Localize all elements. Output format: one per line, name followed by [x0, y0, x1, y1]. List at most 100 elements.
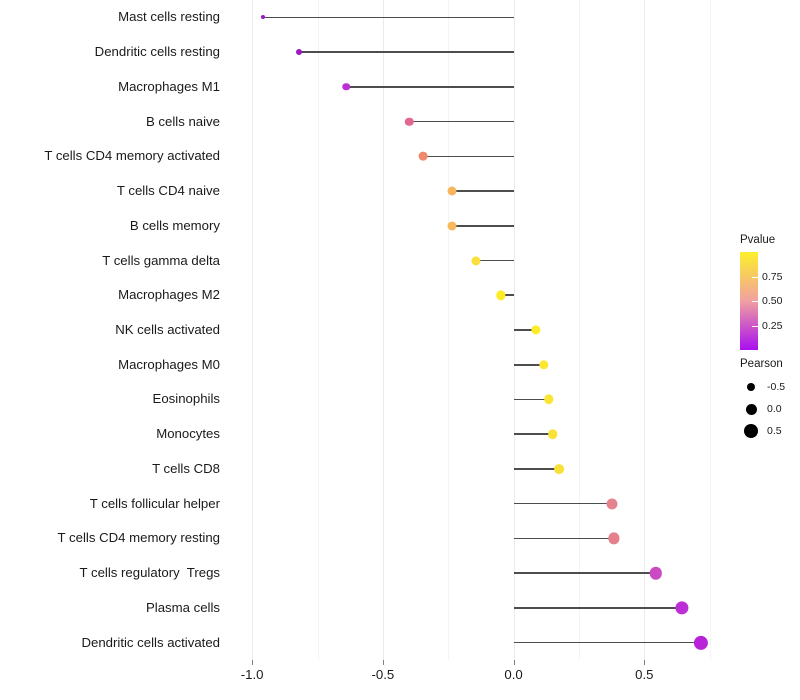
lollipop-stem — [475, 259, 514, 262]
colorbar-tick — [752, 301, 758, 302]
legend-pearson-label: -0.5 — [767, 380, 786, 393]
lollipop-stem — [513, 329, 536, 331]
lollipop-dot[interactable] — [608, 532, 620, 544]
lollipop-stem — [262, 16, 514, 19]
y-axis-label: T cells CD8 — [152, 460, 220, 476]
lollipop-stem — [513, 363, 544, 366]
legend-pearson-title: Pearson — [740, 358, 783, 370]
plot-panel — [226, 0, 728, 660]
lollipop-stem — [513, 433, 553, 435]
lollipop-stem — [513, 398, 549, 401]
colorbar-tick — [752, 276, 758, 278]
legend-pearson-row: -0.5 — [740, 376, 800, 398]
lollipop-stem — [423, 155, 514, 158]
colorbar-tick-label: 0.25 — [762, 319, 783, 332]
x-axis-tick — [513, 660, 515, 665]
legend-pvalue: Pvalue 0.75 0.50 0.25 — [740, 234, 800, 350]
colorbar-tick-label: 0.75 — [762, 270, 783, 283]
lollipop-dot[interactable] — [471, 255, 481, 266]
lollipop-dot[interactable] — [418, 151, 428, 161]
x-axis: -1.0 -0.5 0.0 0.5 — [226, 660, 728, 700]
legend-pearson-dot — [747, 383, 755, 391]
lollipop-dot[interactable] — [447, 186, 457, 196]
lollipop-dot[interactable] — [260, 15, 265, 20]
x-axis-tick-label: 0.0 — [504, 667, 523, 682]
legend-pvalue-title: Pvalue — [740, 234, 776, 246]
lollipop-stem — [299, 51, 514, 53]
y-axis-label: T cells follicular helper — [89, 495, 220, 511]
legend-pearson-key — [740, 403, 762, 415]
legend-pvalue-colorbar-wrap: 0.75 0.50 0.25 — [740, 252, 800, 350]
lollipop-dot[interactable] — [531, 325, 541, 335]
lollipop-dot[interactable] — [538, 360, 549, 370]
x-axis-tick-label: -1.0 — [240, 667, 264, 682]
y-axis-label: NK cells activated — [115, 322, 220, 337]
lollipop-dot[interactable] — [404, 117, 414, 126]
legend-pearson-key — [740, 383, 762, 391]
y-axis-label: B cells memory — [129, 217, 220, 233]
legend-pearson-dot — [745, 403, 757, 415]
lollipop-dot[interactable] — [693, 635, 708, 650]
lollipop-dot[interactable] — [495, 290, 506, 300]
lollipop-dot[interactable] — [342, 83, 351, 91]
lollipop-dot[interactable] — [649, 566, 663, 580]
y-axis-label: Macrophages M1 — [118, 78, 220, 94]
y-axis-category-labels: Mast cells resting Dendritic cells restin… — [0, 0, 220, 660]
legend-pearson-entries: -0.5 0.0 0.5 — [740, 376, 800, 442]
gridline-minor — [709, 0, 711, 660]
lollipop-stem — [513, 468, 560, 470]
legend-pearson-key — [740, 424, 762, 438]
y-axis-label: Macrophages M2 — [118, 287, 220, 303]
y-axis-label: T cells CD4 memory activated — [44, 148, 220, 164]
y-axis-label: T cells CD4 naive — [116, 183, 220, 199]
lollipop-stem — [346, 86, 514, 88]
lollipop-stem — [452, 224, 514, 227]
lollipop-dot[interactable] — [606, 498, 618, 510]
colorbar-tick — [752, 325, 758, 327]
y-axis-label: B cells naive — [145, 113, 220, 129]
gridline-minor — [448, 0, 450, 660]
lollipop-dot[interactable] — [447, 221, 457, 231]
lollipop-stem — [513, 607, 683, 609]
y-axis-label: Plasma cells — [145, 599, 220, 615]
y-axis-label: Mast cells resting — [118, 9, 220, 25]
gridline-major — [644, 0, 646, 660]
legend-pearson-row: 0.5 — [740, 420, 800, 442]
lollipop-dot[interactable] — [296, 49, 303, 56]
x-axis-tick-label: 0.5 — [635, 667, 654, 682]
y-axis-label: Eosinophils — [152, 391, 220, 407]
lollipop-stem — [452, 190, 514, 192]
legend-pearson-label: 0.5 — [767, 424, 782, 437]
legend-pearson-label: 0.0 — [767, 402, 782, 415]
y-axis-label: T cells gamma delta — [102, 252, 220, 268]
legend-pearson-dot — [744, 424, 758, 438]
lollipop-dot[interactable] — [554, 464, 565, 474]
y-axis-label: T cells CD4 memory resting — [57, 530, 220, 546]
y-axis-label: Dendritic cells activated — [81, 634, 220, 650]
y-axis-label: T cells regulatory Tregs — [79, 565, 220, 581]
gridline-major — [382, 0, 384, 660]
y-axis-label: Macrophages M0 — [118, 356, 220, 372]
gridline-minor — [317, 0, 319, 660]
lollipop-dot[interactable] — [675, 601, 689, 615]
lollipop-dot[interactable] — [544, 394, 554, 405]
lollipop-stem — [513, 537, 615, 540]
x-axis-tick — [252, 660, 254, 665]
y-axis-label: Dendritic cells resting — [94, 44, 220, 60]
lollipop-stem — [409, 120, 514, 123]
x-axis-tick-label: -0.5 — [371, 667, 395, 682]
gridline-major — [252, 0, 254, 660]
lollipop-stem — [513, 641, 701, 644]
x-axis-tick — [382, 660, 384, 665]
lollipop-stem — [513, 572, 657, 574]
gridline-minor — [578, 0, 580, 660]
lollipop-dot[interactable] — [548, 429, 558, 439]
x-axis-tick — [644, 660, 646, 665]
legend-pearson-row: 0.0 — [740, 398, 800, 420]
colorbar-tick-label: 0.50 — [762, 295, 783, 307]
lollipop-stem — [513, 502, 612, 505]
legend-pearson: Pearson -0.5 0.0 0.5 — [740, 358, 800, 442]
lollipop-stem — [500, 294, 514, 297]
y-axis-label: Monocytes — [156, 426, 220, 442]
